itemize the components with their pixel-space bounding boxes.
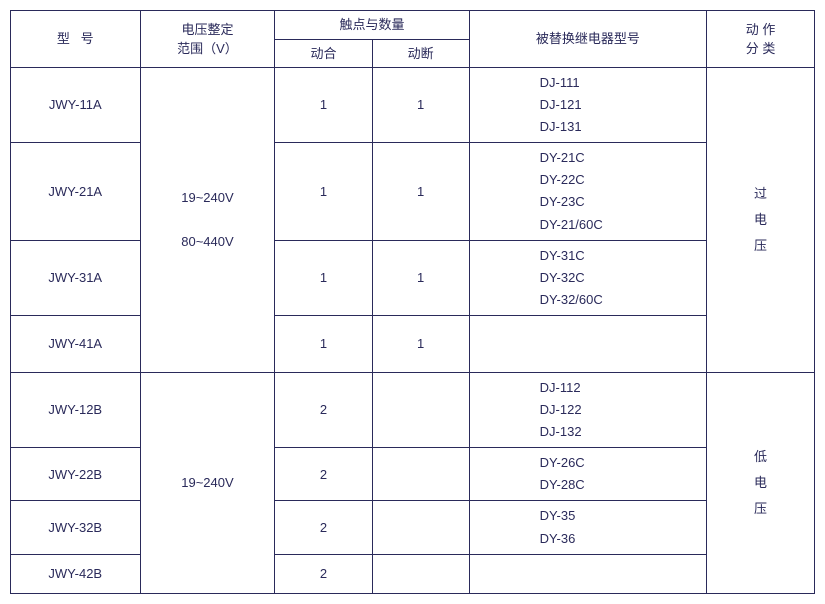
- table-row: JWY-21A 1 1 DY-21C DY-22C DY-23C DY-21/6…: [11, 143, 815, 240]
- rep-line: DY-31C: [540, 248, 585, 263]
- table-row: JWY-31A 1 1 DY-31C DY-32C DY-32/60C: [11, 240, 815, 315]
- table-row: JWY-42B 2: [11, 554, 815, 593]
- cell-model: JWY-12B: [11, 372, 141, 447]
- hdr-action: 动 作 分 类: [707, 11, 815, 68]
- cell-donghe: 2: [275, 554, 372, 593]
- cell-model: JWY-31A: [11, 240, 141, 315]
- cell-dongduan: [372, 501, 469, 554]
- cell-donghe: 2: [275, 372, 372, 447]
- action-char: 低: [713, 444, 808, 470]
- cell-donghe: 1: [275, 240, 372, 315]
- voltage-a-l1: 19~240V: [181, 190, 233, 205]
- cell-model: JWY-11A: [11, 68, 141, 143]
- cell-replace: DY-26C DY-28C: [469, 448, 706, 501]
- cell-model: JWY-22B: [11, 448, 141, 501]
- hdr-model: 型 号: [11, 11, 141, 68]
- cell-voltage-group-a: 19~240V 80~440V: [140, 68, 275, 373]
- rep-line: DY-32/60C: [540, 292, 603, 307]
- cell-model: JWY-42B: [11, 554, 141, 593]
- table-row: JWY-32B 2 DY-35 DY-36: [11, 501, 815, 554]
- cell-replace: [469, 554, 706, 593]
- cell-replace: DY-31C DY-32C DY-32/60C: [469, 240, 706, 315]
- cell-model: JWY-21A: [11, 143, 141, 240]
- cell-dongduan: [372, 448, 469, 501]
- rep-line: DY-35: [540, 508, 576, 523]
- rep-line: DJ-122: [540, 402, 582, 417]
- voltage-a-l2: 80~440V: [181, 234, 233, 249]
- rep-line: DY-21C: [540, 150, 585, 165]
- cell-replace: DJ-111 DJ-121 DJ-131: [469, 68, 706, 143]
- hdr-action-l1: 动 作: [713, 20, 808, 40]
- hdr-voltage-l1: 电压整定: [147, 20, 269, 40]
- cell-donghe: 2: [275, 448, 372, 501]
- action-char: 压: [713, 496, 808, 522]
- cell-model: JWY-41A: [11, 315, 141, 372]
- cell-donghe: 1: [275, 315, 372, 372]
- rep-line: DY-28C: [540, 477, 585, 492]
- action-char: 过: [713, 181, 808, 207]
- cell-dongduan: [372, 372, 469, 447]
- action-char: 电: [713, 470, 808, 496]
- rep-line: DY-32C: [540, 270, 585, 285]
- rep-line: DJ-132: [540, 424, 582, 439]
- cell-model: JWY-32B: [11, 501, 141, 554]
- cell-dongduan: [372, 554, 469, 593]
- cell-replace: DY-21C DY-22C DY-23C DY-21/60C: [469, 143, 706, 240]
- cell-replace: [469, 315, 706, 372]
- cell-dongduan: 1: [372, 68, 469, 143]
- table-row: JWY-22B 2 DY-26C DY-28C: [11, 448, 815, 501]
- rep-line: DJ-112: [540, 380, 581, 395]
- rep-line: DJ-131: [540, 119, 582, 134]
- action-char: 电: [713, 207, 808, 233]
- rep-line: DY-22C: [540, 172, 585, 187]
- hdr-voltage: 电压整定 范围（V）: [140, 11, 275, 68]
- cell-voltage-group-b: 19~240V: [140, 372, 275, 593]
- table-header-row-1: 型 号 电压整定 范围（V） 触点与数量 被替换继电器型号 动 作 分 类: [11, 11, 815, 40]
- rep-line: DY-23C: [540, 194, 585, 209]
- relay-spec-table: 型 号 电压整定 范围（V） 触点与数量 被替换继电器型号 动 作 分 类 动合…: [10, 10, 815, 594]
- cell-replace: DJ-112 DJ-122 DJ-132: [469, 372, 706, 447]
- cell-donghe: 1: [275, 68, 372, 143]
- table-row: JWY-12B 19~240V 2 DJ-112 DJ-122 DJ-132 低…: [11, 372, 815, 447]
- rep-line: DY-26C: [540, 455, 585, 470]
- hdr-action-l2: 分 类: [713, 39, 808, 59]
- cell-replace: DY-35 DY-36: [469, 501, 706, 554]
- rep-line: DJ-111: [540, 75, 580, 90]
- rep-line: DY-36: [540, 531, 576, 546]
- cell-action-group-a: 过 电 压: [707, 68, 815, 373]
- hdr-contacts: 触点与数量: [275, 11, 469, 40]
- hdr-replaced: 被替换继电器型号: [469, 11, 706, 68]
- cell-donghe: 2: [275, 501, 372, 554]
- hdr-model-char2: 号: [81, 31, 94, 46]
- table-row: JWY-11A 19~240V 80~440V 1 1 DJ-111 DJ-12…: [11, 68, 815, 143]
- hdr-donghe: 动合: [275, 39, 372, 68]
- cell-dongduan: 1: [372, 240, 469, 315]
- rep-line: DY-21/60C: [540, 217, 603, 232]
- cell-action-group-b: 低 电 压: [707, 372, 815, 593]
- hdr-dongduan: 动断: [372, 39, 469, 68]
- cell-dongduan: 1: [372, 143, 469, 240]
- action-char: 压: [713, 233, 808, 259]
- rep-line: DJ-121: [540, 97, 582, 112]
- hdr-voltage-l2: 范围（V）: [147, 39, 269, 59]
- table-row: JWY-41A 1 1: [11, 315, 815, 372]
- cell-donghe: 1: [275, 143, 372, 240]
- hdr-model-char1: 型: [57, 31, 70, 46]
- cell-dongduan: 1: [372, 315, 469, 372]
